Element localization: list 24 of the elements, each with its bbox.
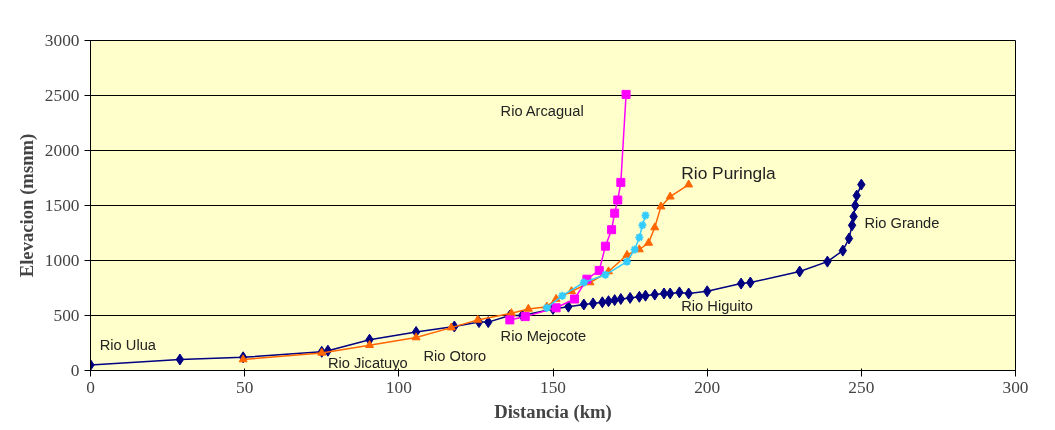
annotation: Rio Higuito xyxy=(681,297,753,314)
x-tick-label: 50 xyxy=(236,377,254,397)
annotation: Rio Arcagual xyxy=(500,102,584,119)
x-tick-label: 100 xyxy=(385,377,412,397)
y-tick-label: 0 xyxy=(70,361,80,380)
x-axis-title: Distancia (km) xyxy=(494,400,612,423)
annotation: Rio Jicatuyo xyxy=(327,355,408,372)
x-tick-label: 0 xyxy=(86,377,95,397)
y-tick-label: 3000 xyxy=(44,31,80,50)
x-tick-label: 250 xyxy=(848,377,875,397)
y-tick-label: 2000 xyxy=(44,141,80,160)
annotation: Rio Ulua xyxy=(99,336,157,353)
annotation: Rio Grande xyxy=(864,215,940,232)
annotation: Rio Puringla xyxy=(681,162,777,183)
x-tick-label: 150 xyxy=(540,377,566,397)
y-tick-label: 1000 xyxy=(44,251,80,270)
y-tick-label: 1500 xyxy=(44,196,80,215)
y-tick-label: 2500 xyxy=(44,86,80,105)
y-tick-label: 500 xyxy=(53,306,80,325)
annotation: Rio Mejocote xyxy=(500,328,587,345)
y-axis-title: Elevacion (msnm) xyxy=(15,133,38,278)
x-tick-label: 200 xyxy=(694,377,721,397)
annotation: Rio Otoro xyxy=(423,348,487,365)
x-tick-label: 300 xyxy=(1002,377,1029,397)
